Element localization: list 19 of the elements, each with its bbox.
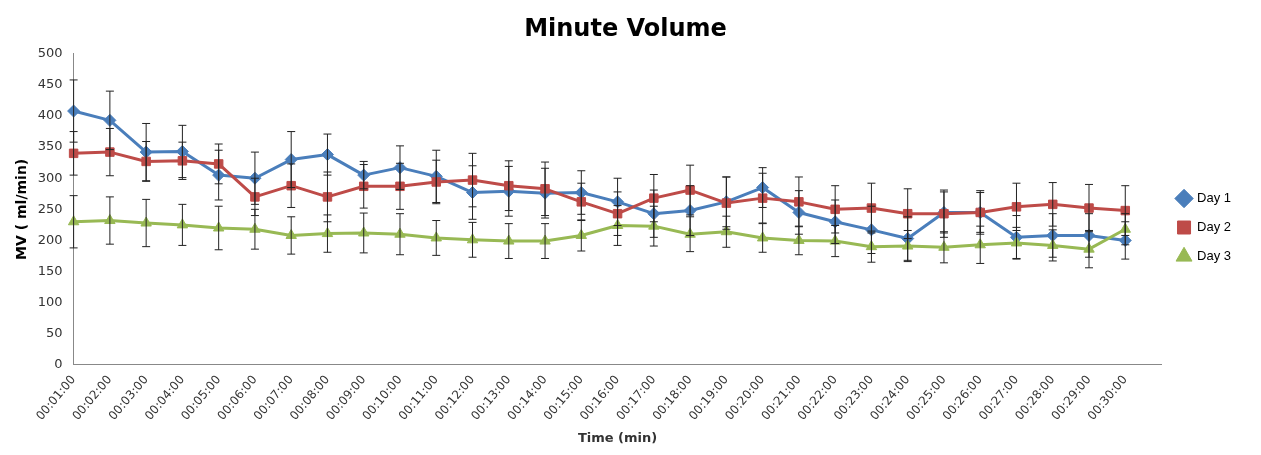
legend-label: Day 1 xyxy=(1197,190,1232,206)
legend-label: Day 2 xyxy=(1197,219,1232,235)
y-tick-label: 250 xyxy=(37,200,63,216)
y-axis-title: MV ( ml/min) xyxy=(13,158,30,260)
legend-label: Day 3 xyxy=(1197,248,1232,264)
y-tick-label: 200 xyxy=(37,231,63,247)
point xyxy=(67,104,81,118)
y-tick-label: 150 xyxy=(37,262,63,278)
y-tick-label: 350 xyxy=(37,138,63,154)
y-tick-label: 500 xyxy=(37,45,63,61)
point xyxy=(68,148,79,159)
y-tick-label: 400 xyxy=(37,107,63,123)
y-tick-label: 0 xyxy=(54,356,63,372)
y-tick-label: 300 xyxy=(37,169,63,185)
y-tick-label: 100 xyxy=(37,294,63,310)
y-tick-label: 450 xyxy=(37,76,63,92)
chart-title: Minute Volume xyxy=(524,13,727,42)
y-tick-label: 50 xyxy=(46,325,63,341)
x-axis-title: Time (min) xyxy=(577,429,658,445)
